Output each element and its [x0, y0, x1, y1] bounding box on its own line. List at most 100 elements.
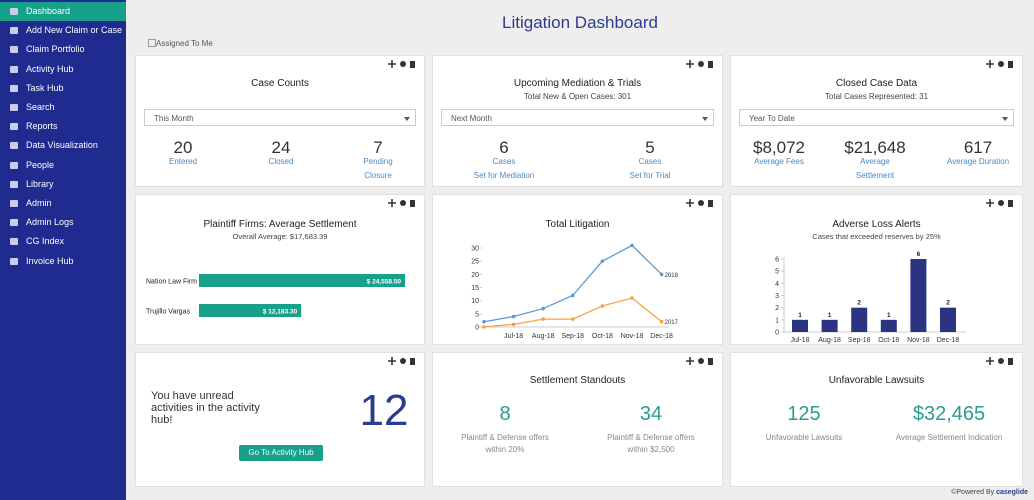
period-select[interactable]: Next Month	[441, 109, 714, 126]
sidebar-item[interactable]: Add New Claim or Case	[0, 21, 126, 40]
sidebar-item[interactable]: Admin Logs	[0, 213, 126, 232]
checkbox-label: Assigned To Me	[156, 39, 213, 48]
card-tools	[388, 60, 415, 68]
select-value: Year To Date	[749, 114, 795, 123]
period-select[interactable]: Year To Date	[739, 109, 1014, 126]
x-tick-label: Aug-18	[818, 337, 841, 344]
value-label: 6	[917, 251, 921, 258]
sidebar-label: CG Index	[26, 236, 65, 247]
category-label: Trujillo Vargas	[146, 309, 190, 316]
stat-label: Average	[860, 157, 890, 166]
settings-icon	[400, 61, 406, 67]
sidebar-icon	[10, 8, 18, 15]
point	[659, 272, 664, 277]
sidebar-item[interactable]: Reports	[0, 117, 126, 136]
sidebar-item[interactable]: Claim Portfolio	[0, 40, 126, 59]
sidebar-item[interactable]: CG Index	[0, 232, 126, 251]
move-icon	[986, 357, 994, 365]
delete-icon	[1008, 358, 1013, 365]
x-tick-label: Oct-18	[592, 333, 613, 340]
bar	[792, 319, 808, 332]
y-tick-label: 2	[775, 305, 779, 312]
point	[511, 322, 516, 327]
y-tick-label: 0	[775, 330, 779, 337]
sidebar-item[interactable]: Search	[0, 98, 126, 117]
sidebar-item[interactable]: Library	[0, 175, 126, 194]
stat-label: Closure	[364, 171, 392, 180]
settings-icon	[400, 200, 406, 206]
settings-icon	[400, 358, 406, 364]
stat-label: within $2,500	[627, 445, 675, 454]
sidebar-icon	[10, 161, 18, 169]
card-tools	[686, 199, 713, 207]
point	[541, 306, 545, 311]
y-tick-label: 10	[471, 298, 479, 305]
sidebar-label: Data Visualization	[26, 140, 98, 151]
sidebar-item[interactable]: Activity Hub	[0, 60, 126, 79]
bar	[821, 319, 838, 332]
period-select[interactable]: This Month	[144, 109, 416, 126]
sidebar-icon	[10, 257, 18, 265]
x-tick-label: Dec-18	[650, 333, 673, 340]
delete-icon	[708, 358, 713, 365]
select-caret	[404, 117, 410, 121]
category-label: Nation Law Firm	[146, 279, 197, 286]
move-icon	[388, 357, 396, 365]
select-value: Next Month	[451, 114, 492, 123]
closed-card: Closed Case Data Total Cases Represented:…	[730, 55, 1023, 187]
stat-value: 34	[639, 403, 663, 425]
stat-label: Average Fees	[754, 157, 804, 166]
chart-subtitle: Overall Average: $17,683.39	[233, 232, 328, 241]
x-tick-label: Sep-18	[562, 333, 585, 340]
card-tools	[388, 357, 415, 365]
stat-label: Set for Mediation	[473, 171, 535, 180]
card-subtitle: Total Cases Represented: 31	[824, 92, 929, 101]
sidebar-label: Task Hub	[26, 82, 64, 93]
delete-icon	[1008, 200, 1013, 207]
card-title: Upcoming Mediation & Trials	[513, 78, 642, 89]
x-tick-label: Dec-18	[937, 337, 960, 344]
sidebar-item[interactable]: Data Visualization	[0, 136, 126, 155]
settings-icon	[698, 200, 704, 206]
card-tools	[986, 357, 1013, 365]
card-tools	[686, 60, 713, 68]
powered-by: ©Powered By	[951, 489, 995, 496]
litigation-card: Total Litigation 0 5 10 15 20 25 30 Jul-18 Aug-18…	[432, 194, 723, 345]
sidebar: Dashboard Add New Claim or Case Claim Port…	[0, 0, 126, 500]
select-caret	[1002, 117, 1008, 121]
sidebar-item[interactable]: People	[0, 156, 126, 175]
sidebar-label: Invoice Hub	[26, 255, 74, 266]
sidebar-item[interactable]: Dashboard	[0, 2, 126, 21]
settings-icon	[998, 61, 1004, 67]
checkbox-box[interactable]	[148, 39, 156, 47]
value-label: 2	[946, 300, 950, 307]
sidebar-item[interactable]: Admin	[0, 194, 126, 213]
sidebar-item[interactable]: Task Hub	[0, 79, 126, 98]
card-title: Settlement Standouts	[529, 375, 626, 386]
sidebar-item[interactable]: Invoice Hub	[0, 252, 126, 271]
activity-text: You have unread activities in the activi…	[151, 390, 260, 426]
x-tick-label: Nov-18	[621, 333, 644, 340]
bar	[851, 307, 868, 332]
card-tools	[686, 357, 713, 365]
chart-title: Plaintiff Firms: Average Settlement	[203, 219, 356, 230]
sidebar-label: People	[26, 159, 55, 170]
stat-value: 617	[963, 138, 993, 157]
activity-card: You have unread activities in the activi…	[135, 352, 425, 487]
stat-label: Closed	[268, 157, 294, 166]
card-title: Unfavorable Lawsuits	[828, 375, 925, 386]
settings-icon	[998, 200, 1004, 206]
series-line	[483, 297, 663, 328]
stat-label: Pending	[363, 157, 393, 166]
chart-title: Total Litigation	[546, 219, 610, 230]
x-tick-label: Oct-18	[878, 337, 899, 344]
value-label: $ 24,558.50	[367, 279, 402, 286]
sidebar-icon	[10, 238, 18, 246]
bar	[199, 304, 302, 317]
value-label: 1	[798, 312, 802, 319]
value-label: 1	[887, 312, 891, 319]
point	[571, 293, 575, 298]
activity-button[interactable]: Go To Activity Hub	[239, 445, 323, 461]
assigned-checkbox[interactable]: Assigned To Me	[148, 39, 213, 48]
